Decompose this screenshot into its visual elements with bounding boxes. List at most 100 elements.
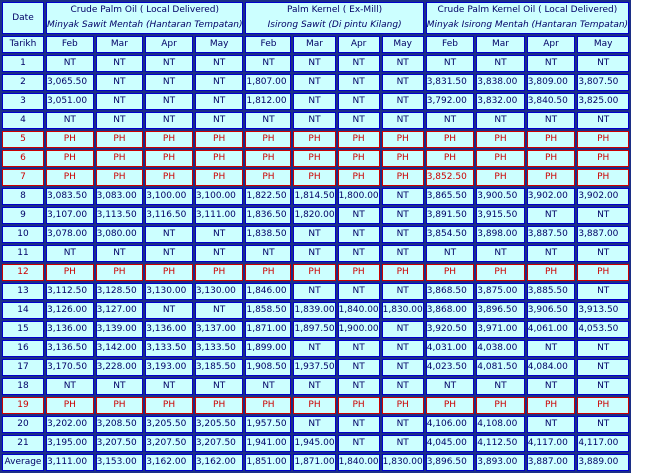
price-cell: PH xyxy=(46,397,94,414)
price-cell: PH xyxy=(425,264,475,281)
price-cell: 3,111.00 xyxy=(194,207,244,224)
price-cell: NT xyxy=(337,207,380,224)
price-cell: PH xyxy=(293,264,336,281)
price-cell: NT xyxy=(381,226,424,243)
price-cell: 4,117.00 xyxy=(577,435,630,452)
price-cell: 3,078.00 xyxy=(46,226,94,243)
table-row: 13 3,112.50 3,128.50 3,130.00 3,130.00 1,846.… xyxy=(2,283,630,300)
price-cell: NT xyxy=(194,226,244,243)
price-cell: PH xyxy=(145,131,193,148)
price-cell: NT xyxy=(293,340,336,357)
price-cell: NT xyxy=(526,55,576,72)
price-cell: NT xyxy=(425,378,475,395)
price-cell: PH xyxy=(577,150,630,167)
price-cell: NT xyxy=(194,93,244,110)
table-row: 21 3,195.00 3,207.50 3,207.50 3,207.50 1,941.… xyxy=(2,435,630,452)
price-cell: NT xyxy=(145,112,193,129)
price-cell: 3,887.00 xyxy=(577,226,630,243)
price-cell: 3,891.50 xyxy=(425,207,475,224)
price-cell: NT xyxy=(293,416,336,433)
price-cell: NT xyxy=(577,340,630,357)
pk-group-header: Palm Kernel ( Ex-Mill) Isirong Sawit (Di… xyxy=(245,2,424,34)
price-cell: 1,840.00 xyxy=(337,302,380,319)
group-header-row: Date Crude Palm Oil ( Local Delivered) M… xyxy=(2,2,630,34)
price-cell: NT xyxy=(577,245,630,262)
table-row: Average 3,111.00 3,153.00 3,162.00 3,162.00 1… xyxy=(2,454,630,471)
date-cell: 14 xyxy=(2,302,44,319)
price-cell: NT xyxy=(194,55,244,72)
price-cell: 3,906.50 xyxy=(526,302,576,319)
price-cell: NT xyxy=(95,55,144,72)
price-cell: 3,130.00 xyxy=(194,283,244,300)
price-cell: NT xyxy=(194,378,244,395)
price-cell: NT xyxy=(46,112,94,129)
price-cell: 3,915.50 xyxy=(476,207,525,224)
date-cell: 10 xyxy=(2,226,44,243)
price-cell: 3,887.50 xyxy=(526,226,576,243)
price-cell: 3,195.00 xyxy=(46,435,94,452)
price-cell: 3,136.00 xyxy=(145,321,193,338)
price-cell: PH xyxy=(145,150,193,167)
price-cell: 3,807.50 xyxy=(577,74,630,91)
price-cell: NT xyxy=(577,55,630,72)
price-cell: 3,831.50 xyxy=(425,74,475,91)
table-row: 3 3,051.00 NT NT NT 1,812.00 NT NT NT 3,792.00 3,8… xyxy=(2,93,630,110)
price-cell: PH xyxy=(194,264,244,281)
price-cell: PH xyxy=(95,264,144,281)
price-cell: PH xyxy=(425,397,475,414)
price-cell: NT xyxy=(46,55,94,72)
price-cell: NT xyxy=(245,112,292,129)
price-cell: NT xyxy=(95,74,144,91)
table-row: 18 NT NT NT NT NT NT NT NT NT NT NT NT xyxy=(2,378,630,395)
price-cell: PH xyxy=(425,150,475,167)
price-cell: PH xyxy=(381,397,424,414)
price-cell: 3,137.00 xyxy=(194,321,244,338)
month-header-row: Tarikh Feb Mar Apr May Feb Mar Apr May Feb Mar Apr… xyxy=(2,36,630,53)
price-cell: PH xyxy=(95,150,144,167)
cpo-group-title: Crude Palm Oil ( Local Delivered) xyxy=(70,5,220,15)
price-cell: NT xyxy=(337,416,380,433)
price-cell: 4,108.00 xyxy=(476,416,525,433)
price-cell: PH xyxy=(145,264,193,281)
price-cell: 3,116.50 xyxy=(145,207,193,224)
price-cell: NT xyxy=(577,378,630,395)
price-cell: PH xyxy=(245,131,292,148)
price-cell: PH xyxy=(526,264,576,281)
price-cell: 4,112.50 xyxy=(476,435,525,452)
price-cell: 3,100.00 xyxy=(194,188,244,205)
price-cell: 3,896.50 xyxy=(476,302,525,319)
table-row: 12 PH PH PH PH PH PH PH PH PH PH PH PH xyxy=(2,264,630,281)
table-row: 6 PH PH PH PH PH PH PH PH PH PH PH PH xyxy=(2,150,630,167)
tarikh-header: Tarikh xyxy=(2,36,44,53)
price-cell: PH xyxy=(476,131,525,148)
price-cell: 3,080.00 xyxy=(95,226,144,243)
price-cell: 3,126.00 xyxy=(46,302,94,319)
price-cell: NT xyxy=(337,245,380,262)
price-cell: 4,061.00 xyxy=(526,321,576,338)
price-cell: NT xyxy=(577,359,630,376)
month-header: May xyxy=(577,36,630,53)
price-cell: NT xyxy=(425,112,475,129)
price-cell: NT xyxy=(381,112,424,129)
price-cell: PH xyxy=(381,150,424,167)
date-cell: 19 xyxy=(2,397,44,414)
price-cell: 3,913.50 xyxy=(577,302,630,319)
price-cell: 3,838.00 xyxy=(476,74,525,91)
price-cell: 3,865.50 xyxy=(425,188,475,205)
month-header: Feb xyxy=(245,36,292,53)
price-cell: 1,814.50 xyxy=(293,188,336,205)
price-cell: NT xyxy=(526,416,576,433)
price-cell: 3,809.00 xyxy=(526,74,576,91)
price-cell: PH xyxy=(425,131,475,148)
price-cell: PH xyxy=(381,131,424,148)
price-cell: NT xyxy=(46,378,94,395)
price-cell: 3,207.50 xyxy=(95,435,144,452)
price-cell: 3,868.00 xyxy=(425,302,475,319)
price-cell: 3,228.00 xyxy=(95,359,144,376)
price-cell: NT xyxy=(381,435,424,452)
price-cell: NT xyxy=(145,226,193,243)
cpo-group-subtitle: Minyak Sawit Mentah (Hantaran Tempatan) xyxy=(47,20,243,30)
price-cell: 1,822.50 xyxy=(245,188,292,205)
price-cell: NT xyxy=(425,245,475,262)
price-cell: 1,838.50 xyxy=(245,226,292,243)
